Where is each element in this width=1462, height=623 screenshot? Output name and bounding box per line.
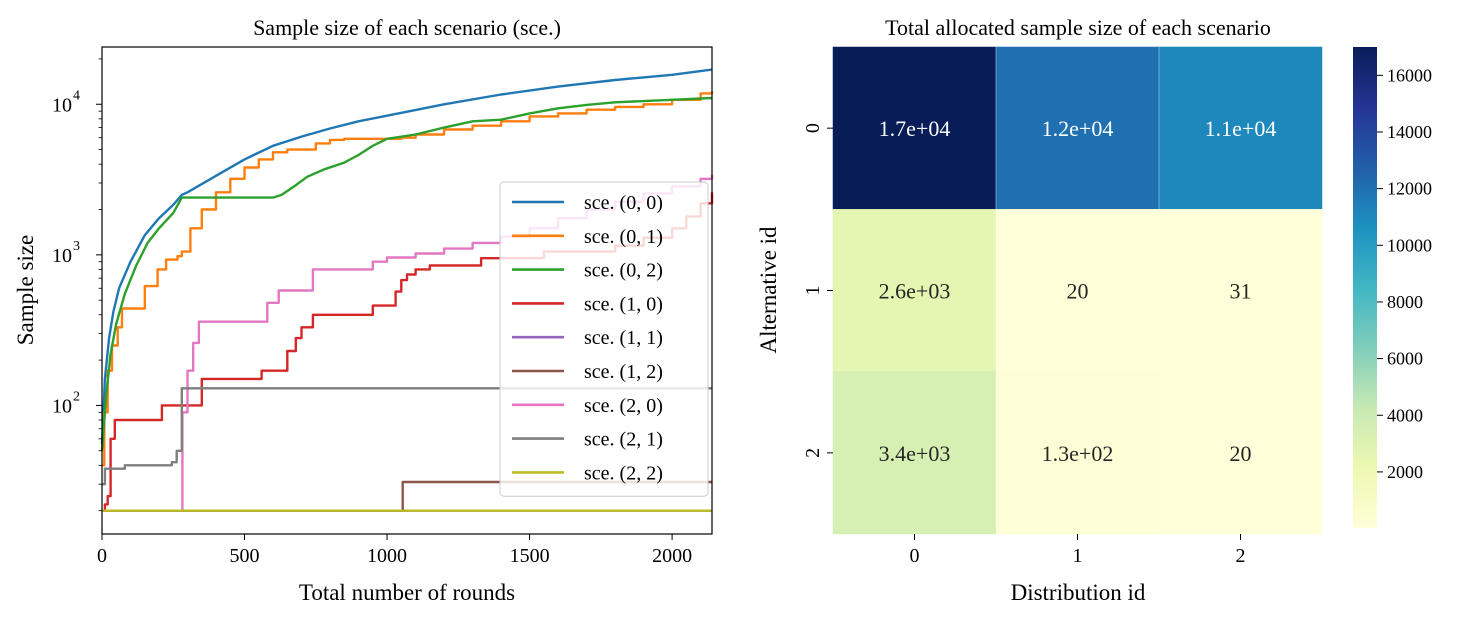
heatmap-cell-1-2 [1158, 209, 1323, 372]
colorbar-tick-label: 16000 [1387, 65, 1432, 85]
line-chart: Sample size of each scenario (sce.) 0 500… [13, 15, 714, 605]
legend-label-sce-2-0: sce. (2, 0) [584, 395, 663, 417]
heatmap-cell-0-1 [995, 46, 1160, 210]
legend-label-sce-0-0: sce. (0, 0) [584, 192, 663, 214]
line-chart-legend: sce. (0, 0) sce. (0, 1) sce. (0, 2) sce. (1… [499, 181, 709, 497]
heatmap-y-axis-label: Alternative id [756, 226, 781, 354]
x-tick-label: 1000 [367, 545, 407, 567]
legend-label-sce-1-1: sce. (1, 1) [584, 327, 663, 349]
legend-label-sce-1-0: sce. (1, 0) [584, 293, 663, 315]
heatmap-cell-value-0-2: 1.1e+04 [1205, 116, 1277, 141]
colorbar-tick-label: 14000 [1387, 122, 1432, 142]
y-tick-label: 10 [52, 245, 72, 267]
x-tick-label: 2000 [652, 545, 692, 567]
heatmap-cell-value-1-2: 31 [1230, 279, 1252, 304]
heatmap-cell-1-0 [832, 209, 997, 372]
heatmap-cell-value-0-0: 1.7e+04 [879, 116, 951, 141]
legend-box [499, 181, 709, 497]
heatmap-title: Total allocated sample size of each scen… [885, 15, 1271, 40]
y-tick-exponent: 4 [73, 88, 80, 103]
series-line-sce-2-1 [102, 387, 712, 486]
heatmap-y-tick-label: 2 [802, 448, 824, 458]
x-tick-label: 500 [230, 545, 260, 567]
heatmap-cell-0-0 [832, 46, 997, 210]
heatmap-cell-2-2 [1158, 371, 1323, 535]
series-line-sce-0-0 [100, 68, 713, 445]
colorbar-tick-label: 12000 [1387, 179, 1432, 199]
x-tick-label: 0 [97, 545, 107, 567]
line-chart-x-axis-label: Total number of rounds [299, 580, 515, 605]
heatmap-cell-2-1 [995, 371, 1160, 535]
line-chart-series-group [100, 68, 714, 512]
heatmap-cell-value-2-2: 20 [1230, 441, 1252, 466]
heatmap-x-tick-label: 1 [1073, 545, 1083, 567]
heatmap: Total allocated sample size of each scen… [756, 15, 1432, 605]
heatmap-cell-2-0 [832, 371, 997, 535]
line-chart-y-axis-label: Sample size [13, 235, 38, 346]
heatmap-cell-value-0-1: 1.2e+04 [1042, 116, 1114, 141]
x-tick-label: 1500 [510, 545, 550, 567]
heatmap-x-axis-label: Distribution id [1011, 580, 1146, 605]
heatmap-y-tick-label: 0 [802, 123, 824, 133]
colorbar-tick-label: 6000 [1387, 349, 1423, 369]
y-tick-exponent: 3 [73, 239, 80, 254]
y-tick-label: 10 [52, 395, 72, 417]
y-tick-label: 10 [52, 94, 72, 116]
legend-label-sce-2-1: sce. (2, 1) [584, 429, 663, 451]
heatmap-cell-value-2-1: 1.3e+02 [1042, 441, 1114, 466]
colorbar-tick-label: 4000 [1387, 405, 1423, 425]
heatmap-cells: 1.7e+04 1.2e+04 1.1e+04 2.6e+03 20 31 3.4e+03 1… [832, 46, 1323, 535]
heatmap-cell-value-2-0: 3.4e+03 [879, 441, 951, 466]
heatmap-cell-0-2 [1158, 46, 1323, 210]
colorbar-tick-label: 10000 [1387, 235, 1432, 255]
legend-label-sce-1-2: sce. (1, 2) [584, 361, 663, 383]
colorbar: 2000 4000 6000 8000 10000 12000 14000 16000 [1353, 47, 1432, 528]
series-line-sce-0-1 [102, 91, 714, 467]
series-line-sce-0-2 [100, 96, 713, 451]
legend-label-sce-2-2: sce. (2, 2) [584, 462, 663, 484]
heatmap-cell-1-1 [995, 209, 1160, 372]
heatmap-x-tick-label: 0 [910, 545, 920, 567]
y-tick-exponent: 2 [73, 389, 80, 404]
line-chart-plot-frame [101, 46, 713, 535]
heatmap-x-tick-label: 2 [1236, 545, 1246, 567]
legend-label-sce-0-2: sce. (0, 2) [584, 260, 663, 282]
line-chart-x-ticks: 0 500 1000 1500 2000 [97, 534, 692, 567]
heatmap-cell-value-1-1: 20 [1067, 279, 1089, 304]
legend-label-sce-0-1: sce. (0, 1) [584, 226, 663, 248]
colorbar-gradient [1353, 47, 1377, 528]
colorbar-tick-label: 2000 [1387, 462, 1423, 482]
heatmap-y-tick-label: 1 [802, 286, 824, 296]
line-chart-title: Sample size of each scenario (sce.) [253, 15, 561, 40]
colorbar-tick-label: 8000 [1387, 292, 1423, 312]
heatmap-cell-value-1-0: 2.6e+03 [879, 279, 951, 304]
